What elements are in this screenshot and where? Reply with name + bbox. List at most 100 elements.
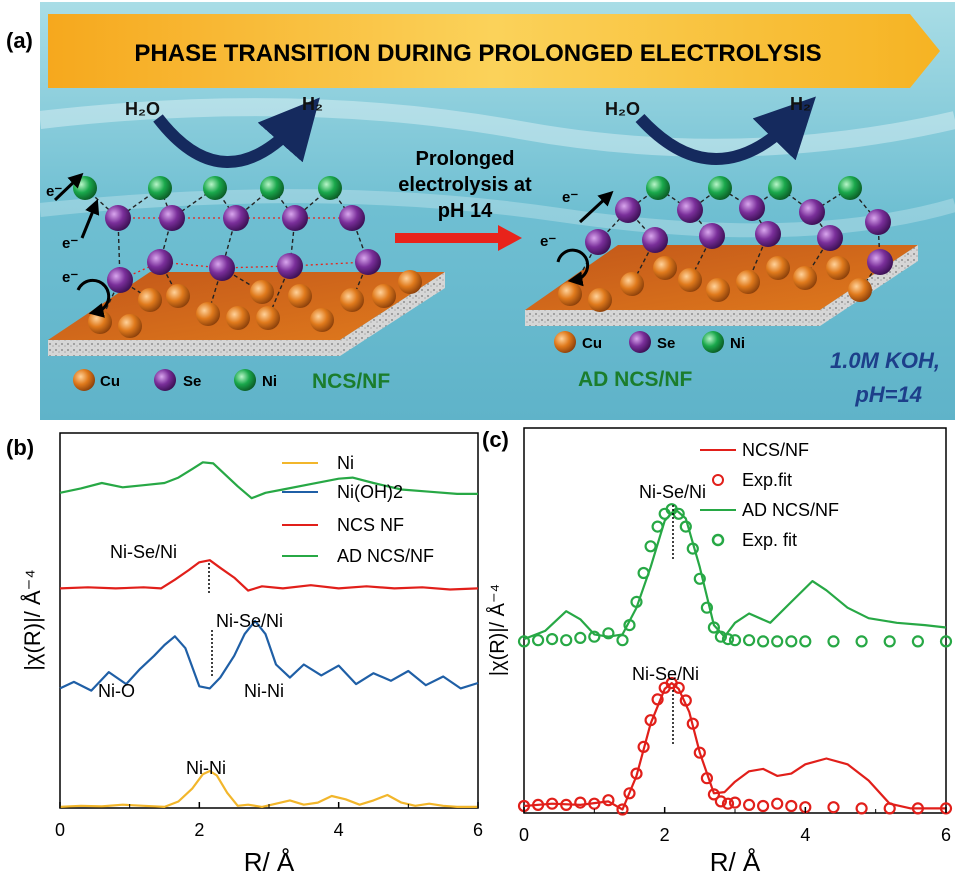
c-point-3-23 bbox=[728, 634, 742, 647]
left-legend: Cu Se Ni bbox=[73, 369, 277, 391]
c-point-3-28 bbox=[799, 635, 812, 648]
legend-b-adncsnf: AD NCS/NF bbox=[337, 546, 434, 566]
c-point-3-10 bbox=[637, 566, 650, 580]
c-point-3-31 bbox=[883, 635, 896, 648]
right-legend: Cu Se Ni bbox=[554, 331, 745, 353]
c-point-3-8 bbox=[623, 619, 636, 632]
legend-c: NCS/NF Exp.fit AD NCS/NF Exp. fit bbox=[700, 440, 839, 550]
c-point-3-21 bbox=[714, 630, 727, 643]
left-h2o-label: H₂O bbox=[125, 99, 160, 119]
left-h2-label: H₂ bbox=[302, 94, 323, 114]
c-point-1-18 bbox=[693, 746, 706, 759]
c-point-1-31 bbox=[883, 802, 896, 815]
c-point-1-25 bbox=[757, 799, 770, 813]
legend-ni-right: Ni bbox=[730, 335, 745, 352]
b-xtick-label-1: 2 bbox=[194, 820, 204, 840]
c-point-1-33 bbox=[939, 802, 953, 815]
annotation-b-4: Ni-Ni bbox=[244, 681, 284, 701]
legend-c-expfit: Exp.fit bbox=[742, 470, 792, 490]
schematic-panel: (a) PHASE TRANSITION DURING PROLONGED EL… bbox=[6, 2, 958, 420]
annotation-b-3: Ni-O bbox=[98, 681, 135, 701]
c-point-1-6 bbox=[602, 794, 615, 807]
right-catalyst-name: AD NCS/NF bbox=[578, 368, 693, 391]
legend-cu: Cu bbox=[100, 373, 120, 390]
c-point-1-5 bbox=[588, 797, 601, 810]
c-point-1-9 bbox=[630, 767, 643, 780]
c-point-3-30 bbox=[855, 635, 868, 648]
annotation-b-1: Ni-Se/Ni bbox=[110, 542, 177, 562]
legend-se: Se bbox=[183, 373, 201, 390]
panel-b-label: (b) bbox=[6, 435, 34, 460]
left-atoms bbox=[73, 176, 422, 338]
c-point-1-7 bbox=[616, 803, 629, 816]
c-point-3-18 bbox=[693, 572, 706, 585]
c-point-3-19 bbox=[700, 601, 713, 614]
b-series-3 bbox=[59, 461, 478, 500]
b-xtick-label-2: 4 bbox=[334, 820, 344, 840]
c-point-3-9 bbox=[630, 595, 643, 608]
c-point-1-23 bbox=[728, 796, 742, 809]
right-atoms bbox=[558, 176, 893, 312]
c-point-3-32 bbox=[911, 635, 924, 648]
c-point-1-26 bbox=[771, 797, 784, 810]
c-point-3-17 bbox=[686, 542, 699, 555]
c-point-3-3 bbox=[560, 634, 573, 647]
c-series-2 bbox=[523, 508, 947, 641]
c-point-1-24 bbox=[743, 798, 756, 811]
c-point-3-1 bbox=[531, 634, 545, 647]
c-point-3-22 bbox=[721, 633, 735, 646]
c-point-3-11 bbox=[644, 540, 657, 553]
c-point-1-16 bbox=[679, 694, 692, 707]
c-point-1-30 bbox=[855, 802, 868, 815]
legend-se-right: Se bbox=[657, 335, 675, 352]
transition-label-line-3: pH 14 bbox=[438, 200, 493, 222]
legend-b-nioh2: Ni(OH)2 bbox=[337, 482, 403, 502]
annotation-c-2: Ni-Se/Ni bbox=[632, 664, 699, 684]
c-point-1-4 bbox=[574, 796, 587, 809]
c-point-3-27 bbox=[785, 635, 798, 648]
annotation-c-1: Ni-Se/Ni bbox=[639, 482, 706, 502]
c-point-1-17 bbox=[686, 717, 699, 730]
c-point-1-20 bbox=[707, 788, 720, 801]
right-h2-label: H₂ bbox=[790, 94, 811, 114]
electron-label-3: e⁻ bbox=[62, 269, 78, 286]
c-point-1-19 bbox=[700, 772, 713, 785]
c-xtick-label-1: 2 bbox=[660, 825, 670, 845]
left-h2-evolution-arrow bbox=[153, 97, 320, 168]
x-axis-label-b: R/ Å bbox=[244, 847, 295, 877]
right-h2-evolution-arrow bbox=[635, 96, 816, 165]
c-point-3-5 bbox=[588, 630, 601, 643]
c-xtick-label-0: 0 bbox=[519, 825, 529, 845]
c-point-1-32 bbox=[911, 802, 924, 815]
c-point-3-26 bbox=[771, 635, 784, 648]
y-axis-label-c: |χ(R)|/ Å⁻⁴ bbox=[486, 584, 509, 676]
legend-b: Ni Ni(OH)2 NCS NF AD NCS/NF bbox=[282, 453, 434, 566]
c-xtick-label-3: 6 bbox=[941, 825, 951, 845]
electron-label-2: e⁻ bbox=[62, 235, 78, 252]
c-point-1-11 bbox=[644, 714, 657, 727]
conditions-line-1: 1.0M KOH, bbox=[830, 348, 940, 373]
legend-cu-right: Cu bbox=[582, 335, 602, 352]
c-point-3-2 bbox=[545, 633, 559, 646]
c-point-1-3 bbox=[560, 798, 573, 811]
b-series-1 bbox=[59, 619, 479, 692]
legend-b-ncsnf: NCS NF bbox=[337, 515, 404, 535]
electron-label-4: e⁻ bbox=[562, 189, 578, 206]
c-point-3-24 bbox=[743, 634, 756, 647]
c-point-1-8 bbox=[623, 787, 636, 800]
c-series-3 bbox=[517, 503, 953, 648]
b-series-2 bbox=[59, 559, 479, 592]
conditions-line-2: pH=14 bbox=[854, 382, 922, 407]
left-bonds bbox=[84, 186, 369, 323]
legend-b-ni: Ni bbox=[337, 453, 354, 473]
x-axis-label-c: R/ Å bbox=[710, 847, 761, 877]
panel-c-label: (c) bbox=[482, 427, 509, 452]
c-point-3-4 bbox=[574, 631, 587, 644]
annotation-b-2: Ni-Se/Ni bbox=[216, 611, 283, 631]
electron-arrows bbox=[53, 172, 614, 318]
transition-label-line-2: electrolysis at bbox=[398, 174, 532, 196]
panel-a-label: (a) bbox=[6, 28, 33, 53]
c-series-1 bbox=[517, 677, 953, 816]
c-point-1-15 bbox=[672, 681, 685, 694]
transition-arrow bbox=[395, 225, 522, 251]
